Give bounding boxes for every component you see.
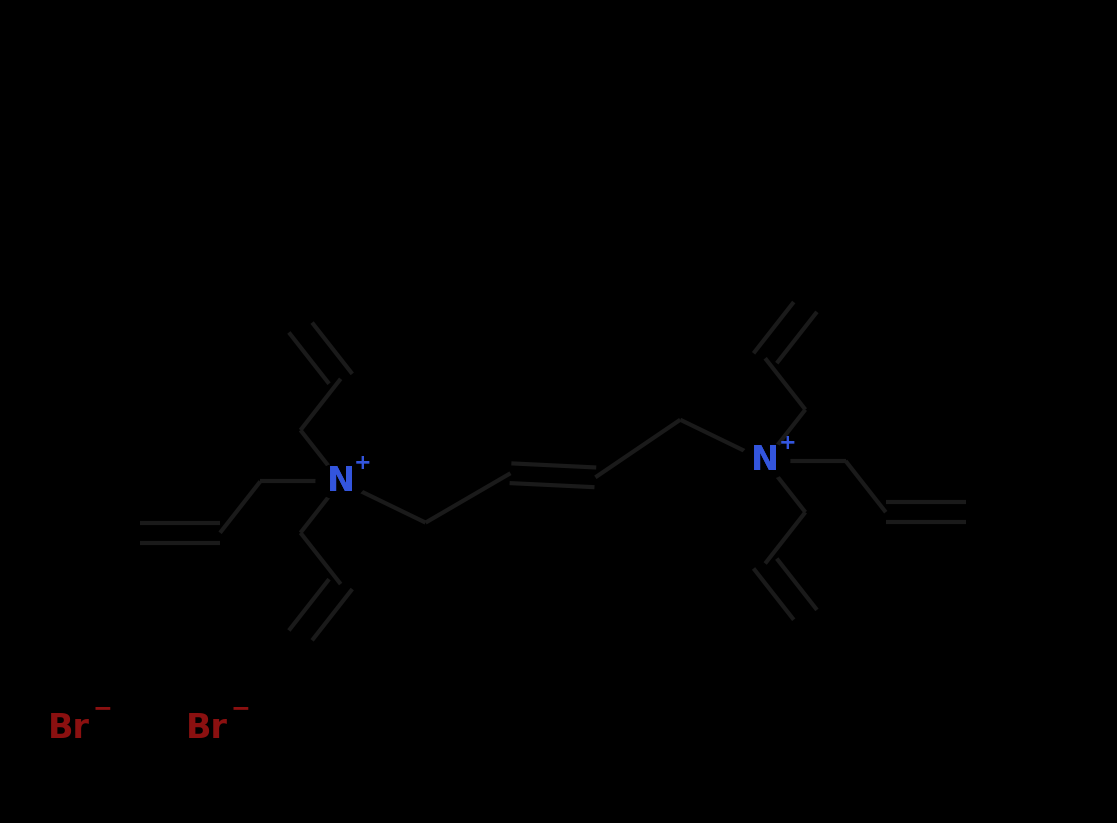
- Text: N: N: [326, 465, 355, 498]
- Text: −: −: [93, 695, 113, 720]
- Text: N: N: [326, 465, 355, 498]
- Text: N: N: [751, 444, 780, 477]
- Text: Br: Br: [48, 712, 90, 745]
- Text: −: −: [230, 695, 250, 720]
- Text: Br: Br: [185, 712, 228, 745]
- Text: +: +: [354, 453, 372, 473]
- Text: +: +: [779, 433, 796, 453]
- Circle shape: [741, 443, 790, 479]
- Text: N: N: [751, 444, 780, 477]
- Circle shape: [316, 463, 365, 500]
